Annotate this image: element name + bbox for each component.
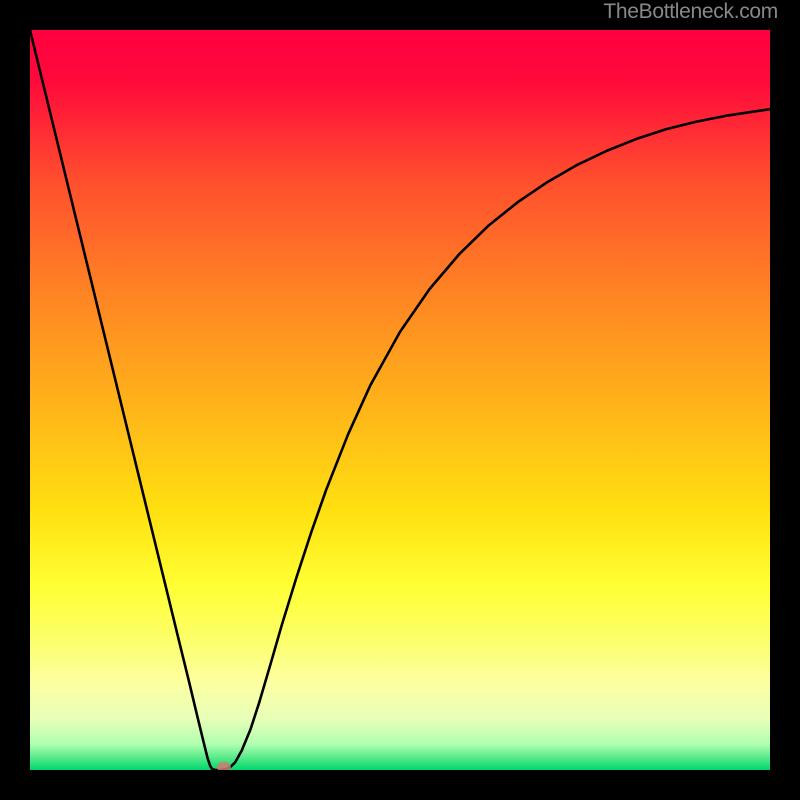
- watermark-text: TheBottleneck.com: [603, 0, 778, 24]
- chart-background: [30, 30, 770, 770]
- chart-svg: [30, 30, 770, 770]
- frame-left: [0, 0, 30, 800]
- frame-bottom: [0, 770, 800, 800]
- chart-area: [30, 30, 770, 770]
- frame-right: [770, 0, 800, 800]
